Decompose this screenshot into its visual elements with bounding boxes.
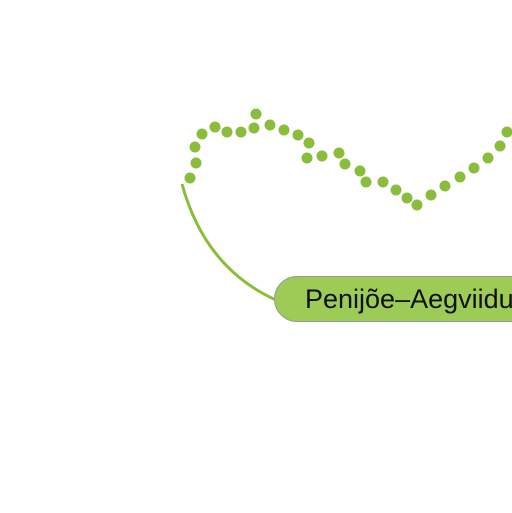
trail-dot [235,126,247,138]
trail-dot [221,126,233,138]
trail-dot [425,189,437,201]
label-leader-line [180,183,277,302]
trail-dot [401,192,413,204]
trail-dot [411,199,423,211]
trail-dot [377,176,389,188]
trail-dot [339,158,351,170]
trail-dot [196,128,208,140]
trail-dot [354,165,366,177]
trail-dot [292,129,304,141]
trail-dot [264,119,276,131]
trail-dot [190,157,202,169]
trail-dot [390,184,402,196]
trail-dotted-path[interactable] [184,108,512,211]
trail-dot [439,180,451,192]
trail-dot [333,147,345,159]
trail-dot [278,124,290,136]
trail-dot [501,126,512,138]
route-name-text: Penijõe–Aegviidu [305,283,512,314]
trail-dot [468,162,480,174]
route-name-label[interactable]: Penijõe–Aegviidu [274,276,512,322]
trail-dot [316,150,328,162]
trail-dot [184,172,196,184]
trail-dot [303,137,315,149]
trail-dot [250,108,262,120]
trail-dot [494,140,506,152]
trail-dot [301,152,313,164]
trail-dot [482,152,494,164]
trail-dot [189,141,201,153]
trail-dot [360,176,372,188]
trail-dot [209,121,221,133]
trail-dot [454,171,466,183]
trail-dot [248,122,260,134]
